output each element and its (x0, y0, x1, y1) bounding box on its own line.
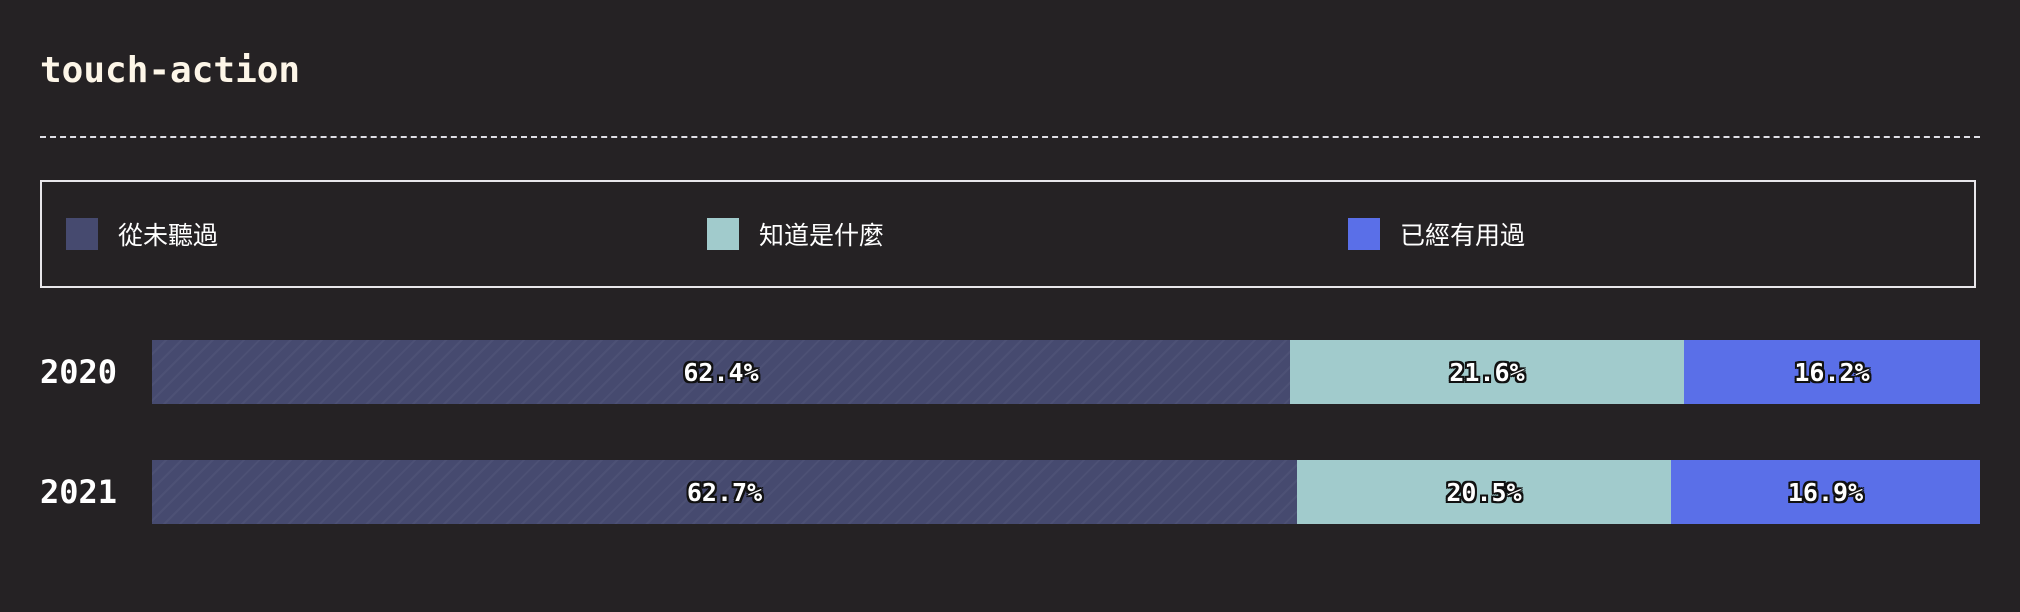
data-label: 62.4% (683, 357, 759, 387)
title-divider (40, 136, 1980, 138)
legend-item[interactable]: 知道是什麼 (707, 218, 884, 250)
bar-segment[interactable]: 20.5% (1297, 460, 1671, 524)
data-label: 62.7% (686, 477, 763, 507)
bar-segment[interactable]: 62.7% (152, 460, 1297, 524)
data-label: 20.5% (1446, 477, 1522, 507)
chart-title: touch-action (40, 50, 301, 91)
legend-label: 從未聽過 (118, 221, 219, 250)
data-label: 16.9% (1787, 477, 1864, 507)
legend-swatch (66, 218, 98, 250)
row-label: 2020 (40, 353, 118, 391)
legend-label: 知道是什麼 (759, 221, 885, 250)
bar-segment[interactable]: 16.2% (1684, 340, 1980, 404)
bar-segment[interactable]: 16.9% (1671, 460, 1980, 524)
stacked-bar: 62.4% 21.6% 16.2% (152, 340, 1980, 404)
data-label: 16.2% (1794, 357, 1870, 387)
data-label: 21.6% (1449, 357, 1525, 387)
legend-label: 已經有用過 (1400, 221, 1526, 250)
stacked-bar: 62.7% 20.5% 16.9% (152, 460, 1980, 524)
legend-swatch (1348, 218, 1380, 250)
bar-segment[interactable]: 21.6% (1290, 340, 1684, 404)
chart-legend: 從未聽過 知道是什麼 已經有用過 (40, 180, 1976, 288)
legend-swatch (707, 218, 739, 250)
legend-item[interactable]: 已經有用過 (1348, 218, 1525, 250)
bar-segment[interactable]: 62.4% (152, 340, 1290, 404)
row-label: 2021 (40, 473, 118, 511)
legend-item[interactable]: 從未聽過 (66, 218, 218, 250)
